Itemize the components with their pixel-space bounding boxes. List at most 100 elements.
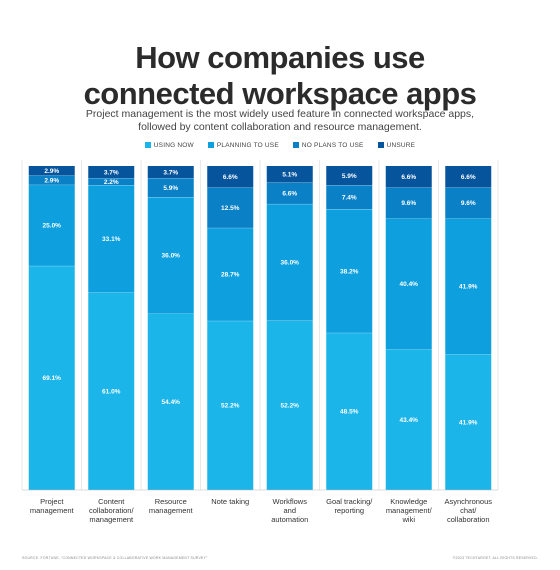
bar-segment-knowledge-management-wiki-using-now (385, 349, 432, 490)
legend-item-unsure: UNSURE (377, 142, 416, 149)
chart-title: How companies use connected workspace ap… (0, 40, 560, 112)
legend-swatch-using-now (144, 142, 151, 148)
data-label-resource-management-using-now: 54.4% (162, 399, 181, 406)
bar-segment-goal-tracking-reporting-planning-to-use (326, 209, 373, 333)
legend-swatch-no-plans-to-use (292, 142, 299, 148)
data-label-asynchronous-chat-collaboration-using-now: 41.9% (459, 419, 478, 426)
category-label-workflows-and-automation-line-3: automation (271, 515, 308, 524)
data-label-goal-tracking-reporting-planning-to-use: 38.2% (340, 268, 359, 275)
data-label-asynchronous-chat-collaboration-planning-to-use: 41.9% (459, 284, 478, 291)
data-label-resource-management-unsure: 3.7% (163, 169, 178, 176)
data-label-asynchronous-chat-collaboration-no-plans-to-use: 9.6% (461, 200, 476, 207)
data-label-goal-tracking-reporting-unsure: 5.9% (342, 173, 357, 180)
bar-segment-goal-tracking-reporting-no-plans-to-use (326, 185, 373, 210)
bar-segment-project-management-unsure (28, 166, 75, 176)
data-label-goal-tracking-reporting-no-plans-to-use: 7.4% (342, 194, 357, 201)
data-label-note-taking-using-now: 52.2% (221, 403, 240, 410)
chart-subtitle: Project management is the most widely us… (60, 108, 500, 134)
category-label-knowledge-management-wiki-line-3: wiki (402, 515, 416, 524)
chart-legend: USING NOW PLANNING TO USE NO PLANS TO US… (0, 142, 560, 149)
data-label-project-management-planning-to-use: 25.0% (43, 223, 62, 230)
legend-label-unsure: UNSURE (386, 142, 416, 149)
bar-segment-workflows-and-automation-unsure (266, 166, 313, 183)
category-label-content-collaboration-management-line-2: collaboration/ (89, 506, 135, 515)
data-label-content-collaboration-management-unsure: 3.7% (104, 169, 119, 176)
legend-label-using-now: USING NOW (153, 142, 194, 149)
data-label-goal-tracking-reporting-using-now: 48.5% (340, 409, 359, 416)
bar-segment-content-collaboration-management-using-now (88, 292, 135, 490)
data-label-workflows-and-automation-planning-to-use: 36.0% (281, 260, 300, 267)
legend-label-planning-to-use: PLANNING TO USE (216, 142, 279, 149)
bar-segment-resource-management-unsure (147, 166, 194, 178)
data-label-knowledge-management-wiki-no-plans-to-use: 9.6% (401, 200, 416, 207)
legend-item-using-now: USING NOW (144, 142, 194, 149)
chart-subtitle-line-1: Project management is the most widely us… (85, 108, 475, 120)
bar-segment-knowledge-management-wiki-no-plans-to-use (385, 187, 432, 219)
copyright-note: ©2023 TECHTARGET. ALL RIGHTS RESERVED. (452, 556, 538, 560)
data-label-resource-management-planning-to-use: 36.0% (162, 253, 181, 260)
legend-item-planning-to-use: PLANNING TO USE (207, 142, 279, 149)
data-label-workflows-and-automation-unsure: 5.1% (282, 172, 297, 179)
chart-title-line-1: How companies use (135, 40, 425, 75)
category-label-note-taking-line-1: Note taking (211, 497, 249, 506)
bar-segment-project-management-planning-to-use (28, 184, 75, 266)
data-label-project-management-using-now: 69.1% (43, 375, 62, 382)
data-label-project-management-unsure: 2.9% (44, 168, 59, 175)
bar-segment-goal-tracking-reporting-using-now (326, 332, 373, 490)
bar-segment-knowledge-management-wiki-unsure (385, 166, 432, 188)
bar-segment-asynchronous-chat-collaboration-using-now (445, 354, 492, 490)
bar-segment-resource-management-planning-to-use (147, 197, 194, 314)
data-label-knowledge-management-wiki-using-now: 43.4% (400, 417, 419, 424)
data-label-content-collaboration-management-planning-to-use: 33.1% (102, 236, 121, 243)
category-label-asynchronous-chat-collaboration-line-1: Asynchronous (444, 497, 492, 506)
bar-segment-workflows-and-automation-planning-to-use (266, 203, 313, 321)
bar-segment-note-taking-unsure (207, 166, 254, 188)
source-note: SOURCE: FORTUNE, “CONNECTED WORKSPACE & … (22, 556, 208, 560)
bar-segment-project-management-no-plans-to-use (28, 175, 75, 185)
category-label-knowledge-management-wiki-line-2: management/ (386, 506, 433, 515)
category-label-resource-management-line-2: management (149, 506, 194, 515)
data-label-note-taking-unsure: 6.6% (223, 174, 238, 181)
category-label-asynchronous-chat-collaboration-line-2: chat/ (460, 506, 477, 515)
chart-subtitle-line-2: followed by content collaboration and re… (138, 121, 422, 133)
bar-segment-note-taking-using-now (207, 320, 254, 490)
category-label-project-management-line-2: management (30, 506, 75, 515)
legend-item-no-plans-to-use: NO PLANS TO USE (292, 142, 364, 149)
data-label-note-taking-planning-to-use: 28.7% (221, 272, 240, 279)
data-label-workflows-and-automation-using-now: 52.2% (281, 403, 300, 410)
bar-segment-project-management-using-now (28, 265, 75, 490)
category-label-workflows-and-automation-line-1: Workflows (273, 497, 308, 506)
category-label-content-collaboration-management-line-1: Content (98, 497, 125, 506)
bar-segment-goal-tracking-reporting-unsure (326, 166, 373, 186)
bar-segment-workflows-and-automation-no-plans-to-use (266, 182, 313, 204)
bar-segment-content-collaboration-management-planning-to-use (88, 185, 135, 293)
category-label-resource-management-line-1: Resource (155, 497, 187, 506)
bar-segment-asynchronous-chat-collaboration-no-plans-to-use (445, 187, 492, 219)
data-label-workflows-and-automation-no-plans-to-use: 6.6% (282, 191, 297, 198)
category-label-knowledge-management-wiki-line-1: Knowledge (390, 497, 427, 506)
bar-segment-asynchronous-chat-collaboration-unsure (445, 166, 492, 188)
data-label-knowledge-management-wiki-unsure: 6.6% (401, 174, 416, 181)
bar-segment-asynchronous-chat-collaboration-planning-to-use (445, 218, 492, 355)
bar-segment-content-collaboration-management-no-plans-to-use (88, 177, 135, 186)
category-label-goal-tracking-reporting-line-2: reporting (334, 506, 364, 515)
data-label-resource-management-no-plans-to-use: 5.9% (163, 185, 178, 192)
data-label-asynchronous-chat-collaboration-unsure: 6.6% (461, 174, 476, 181)
bar-segment-workflows-and-automation-using-now (266, 320, 313, 490)
category-label-goal-tracking-reporting-line-1: Goal tracking/ (326, 497, 373, 506)
chart-title-line-2: connected workspace apps (83, 76, 477, 111)
bar-segment-resource-management-using-now (147, 313, 194, 490)
category-label-asynchronous-chat-collaboration-line-3: collaboration (447, 515, 490, 524)
bar-segment-knowledge-management-wiki-planning-to-use (385, 218, 432, 350)
category-label-workflows-and-automation-line-2: and (283, 506, 296, 515)
bar-segment-note-taking-planning-to-use (207, 227, 254, 321)
bar-segment-note-taking-no-plans-to-use (207, 187, 254, 228)
data-label-note-taking-no-plans-to-use: 12.5% (221, 205, 240, 212)
category-label-content-collaboration-management-line-3: management (89, 515, 134, 524)
data-label-content-collaboration-management-using-now: 61.0% (102, 388, 121, 395)
bar-segment-resource-management-no-plans-to-use (147, 177, 194, 198)
legend-swatch-unsure (377, 142, 384, 148)
data-label-project-management-no-plans-to-use: 2.9% (44, 177, 59, 184)
data-label-content-collaboration-management-no-plans-to-use: 2.2% (104, 179, 119, 186)
bar-segment-content-collaboration-management-unsure (88, 166, 135, 178)
